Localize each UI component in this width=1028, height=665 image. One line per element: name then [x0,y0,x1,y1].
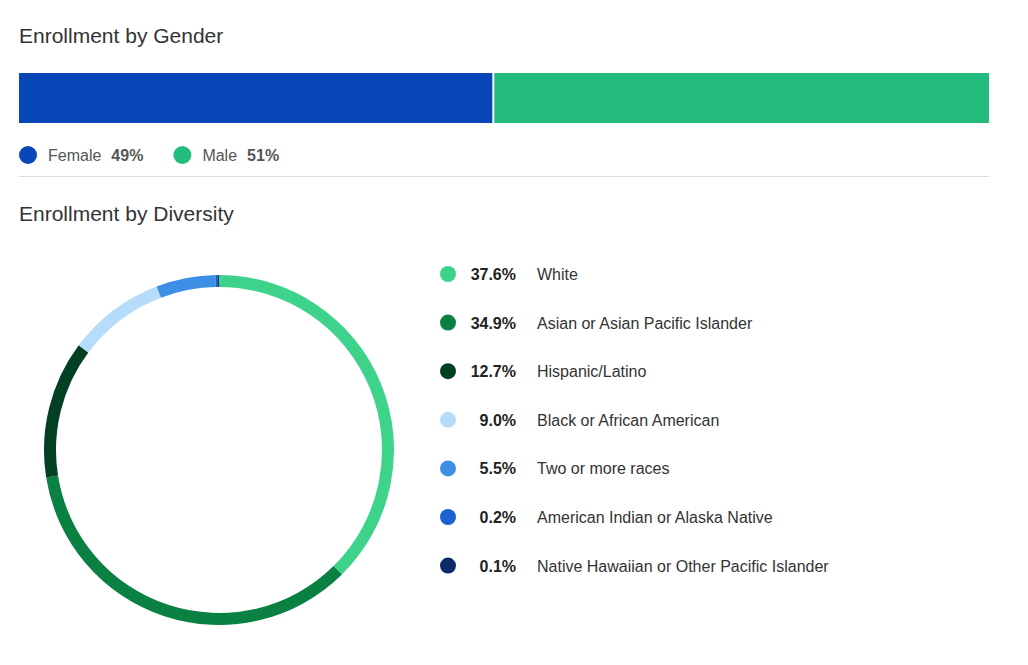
legend-label: Native Hawaiian or Other Pacific Islande… [537,558,829,575]
page: Enrollment by GenderFemale49%Male51%Enro… [0,0,1028,665]
legend-label: American Indian or Alaska Native [537,509,773,526]
legend-value: 51% [247,147,279,164]
legend-label: Hispanic/Latino [537,363,647,380]
legend-label: Black or African American [537,412,719,429]
legend-swatch [440,412,456,428]
slice [44,345,88,477]
legend-swatch [440,558,456,574]
legend-label: Female [48,147,101,164]
legend-label: Asian or Asian Pacific Islander [537,315,753,332]
legend-swatch [173,146,191,164]
plot-area [19,73,989,123]
slice [218,275,219,287]
legend-label: White [537,266,578,283]
legend-label: Male [202,147,237,164]
separator [19,176,989,177]
chart: Enrollment by Gender Female 49% Male 51% [19,24,989,164]
legend-swatch [19,146,37,164]
legend-swatch [440,315,456,331]
slice [219,275,394,575]
legend-value: 37.6% [471,266,516,283]
slice [157,275,216,298]
legend-value: 5.5% [480,460,516,477]
plot-area [44,275,394,625]
bar-segment [494,73,989,123]
legend-swatch [440,266,456,282]
legend-value: 0.1% [480,558,516,575]
bar-segment [19,73,492,123]
legend-value: 12.7% [471,363,516,380]
legend-swatch [440,460,456,476]
slice [46,475,342,625]
legend-value: 9.0% [480,412,516,429]
legend-swatch [440,363,456,379]
legend-value: 34.9% [471,315,516,332]
legend-value: 49% [111,147,143,164]
chart-title: Enrollment by Gender [19,24,223,47]
chart-title: Enrollment by Diversity [19,202,234,225]
slice [216,275,218,287]
legend-label: Two or more races [537,460,669,477]
legend-value: 0.2% [480,509,516,526]
legend-swatch [440,509,456,525]
slice [79,286,161,352]
chart: Enrollment by Diversity 37.6% White 34.9% As… [19,202,829,625]
